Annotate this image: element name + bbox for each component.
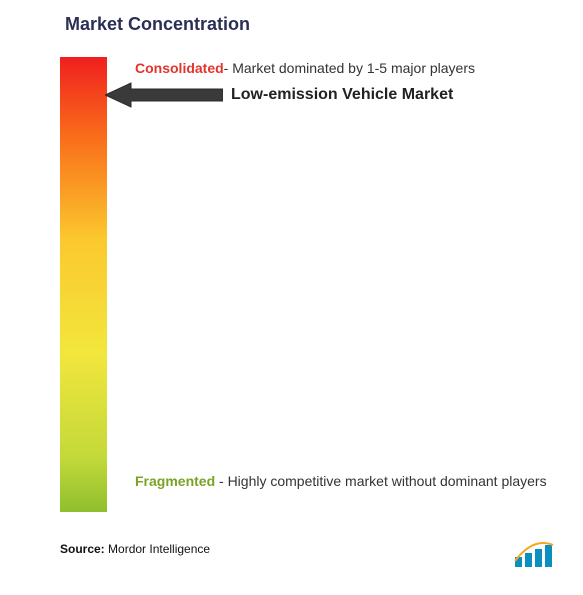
fragmented-desc: - Highly competitive market without domi… xyxy=(215,473,546,489)
gradient-scale xyxy=(60,57,107,512)
page-title: Market Concentration xyxy=(65,14,563,35)
source-attribution: Source: Mordor Intelligence xyxy=(60,542,563,556)
market-pointer: Low-emission Vehicle Market xyxy=(105,81,453,109)
arrow-left-icon xyxy=(105,81,223,109)
concentration-chart: Consolidated- Market dominated by 1-5 ma… xyxy=(60,57,563,512)
consolidated-desc: - Market dominated by 1-5 major players xyxy=(224,60,475,76)
fragmented-term: Fragmented xyxy=(135,473,215,489)
source-value: Mordor Intelligence xyxy=(105,542,210,556)
fragmented-label: Fragmented - Highly competitive market w… xyxy=(135,470,553,492)
consolidated-term: Consolidated xyxy=(135,60,224,76)
brand-logo-icon xyxy=(513,541,555,567)
consolidated-label: Consolidated- Market dominated by 1-5 ma… xyxy=(135,59,553,79)
source-label: Source: xyxy=(60,542,105,556)
market-name: Low-emission Vehicle Market xyxy=(231,86,453,104)
